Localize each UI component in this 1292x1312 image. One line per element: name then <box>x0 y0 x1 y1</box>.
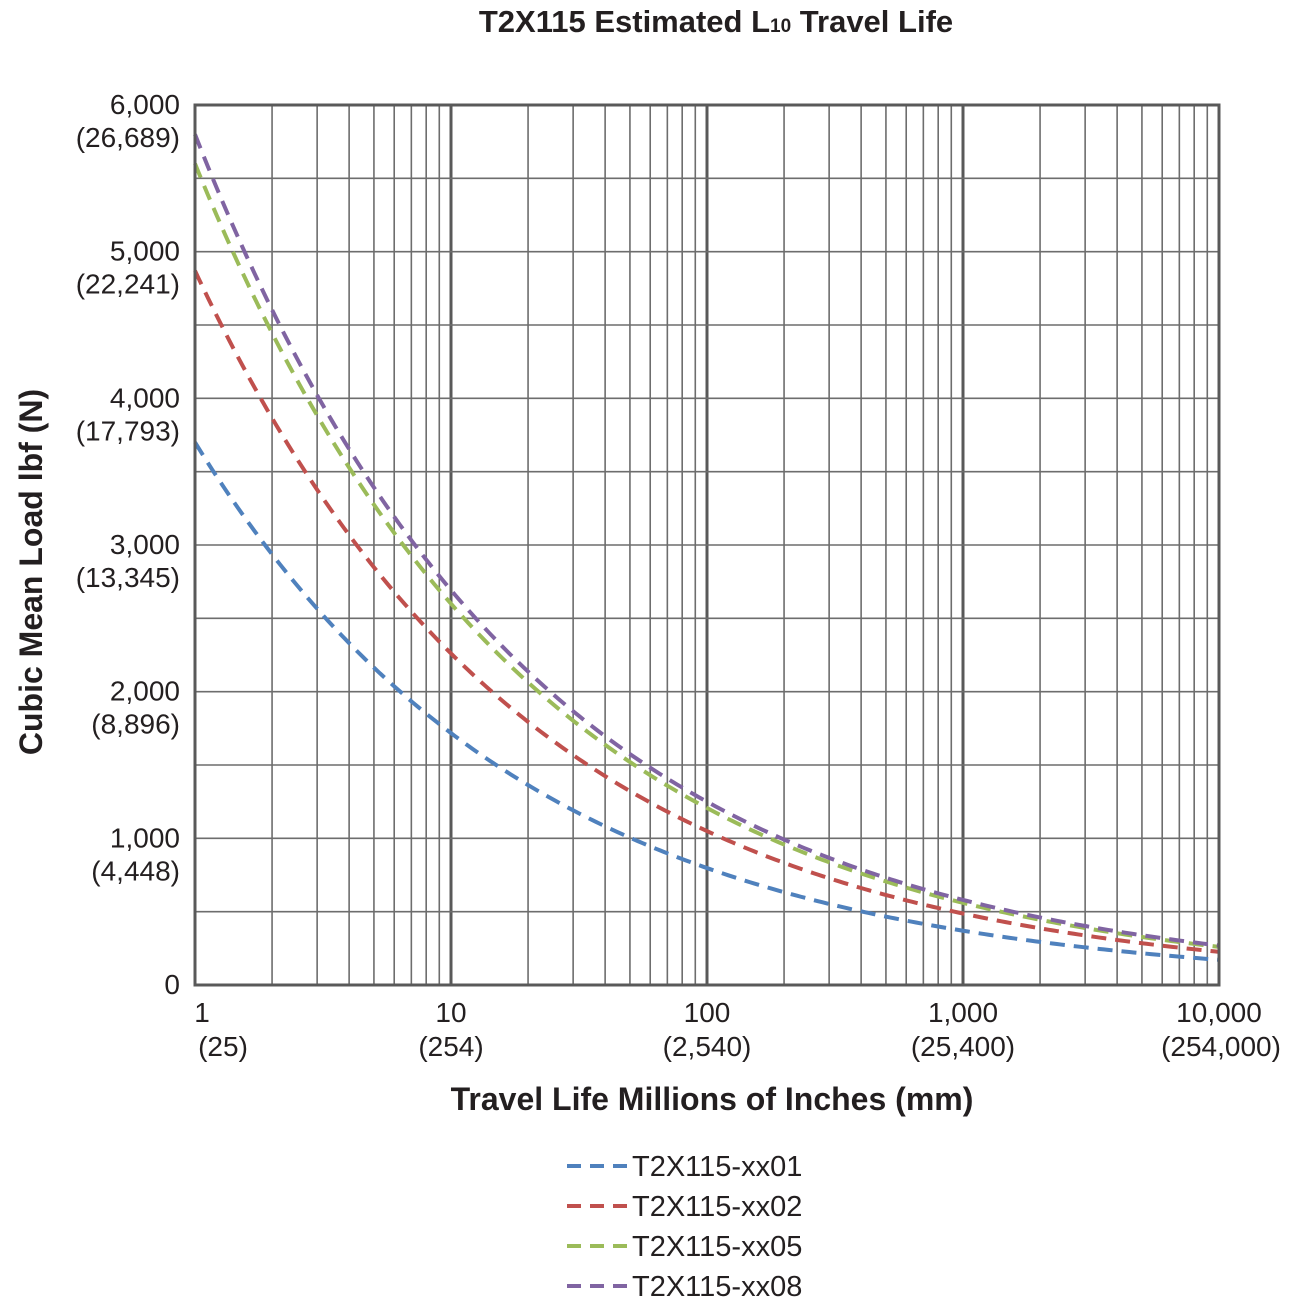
x-tick-label: 10 <box>435 997 466 1028</box>
legend-label: T2X115-xx02 <box>632 1191 802 1223</box>
x-tick-sublabel: (25,400) <box>911 1031 1015 1062</box>
x-tick-label: 1 <box>194 997 210 1028</box>
y-tick-sublabel: (13,345) <box>76 562 180 593</box>
y-tick-sublabel: (8,896) <box>91 709 180 740</box>
y-tick-label: 6,000 <box>110 89 180 120</box>
series-line-t2x115-xx05 <box>193 162 1220 949</box>
y-tick-sublabel: (17,793) <box>76 415 180 446</box>
x-tick-sublabel: (254,000) <box>1161 1031 1281 1062</box>
series-group <box>193 133 1220 962</box>
y-tick-label: 1,000 <box>110 822 180 853</box>
grid <box>193 105 1219 985</box>
legend-label: T2X115-xx08 <box>632 1271 802 1303</box>
y-tick-sublabel: (26,689) <box>76 122 180 153</box>
legend-label: T2X115-xx01 <box>632 1151 802 1183</box>
x-tick-label: 1,000 <box>928 997 998 1028</box>
y-tick-label: 5,000 <box>110 236 180 267</box>
x-tick-sublabel: (254) <box>418 1031 483 1062</box>
x-tick-label: 100 <box>684 997 731 1028</box>
chart-title: T2X115 Estimated L10 Travel Life <box>479 4 953 39</box>
x-tick-sublabel: (25) <box>198 1031 248 1062</box>
y-tick-label: 0 <box>164 969 180 1000</box>
y-tick-sublabel: (22,241) <box>76 269 180 300</box>
plot-frame <box>193 103 1221 987</box>
legend-label: T2X115-xx05 <box>632 1231 802 1263</box>
y-tick-label: 2,000 <box>110 676 180 707</box>
legend: T2X115-xx01 T2X115-xx02 T2X115-xx05 T2X115-… <box>567 1151 802 1303</box>
y-axis-title: Cubic Mean Load lbf (N) <box>13 389 49 755</box>
x-axis-ticks: 1(25) 10(254) 100(2,540) 1,000(25,400) 10,00… <box>194 997 1281 1062</box>
x-axis-title: Travel Life Millions of Inches (mm) <box>451 1081 974 1117</box>
series-line-t2x115-xx01 <box>193 441 1220 962</box>
y-axis-ticks: 0 1,000(4,448) 2,000(8,896) 3,000(13,345) 4,… <box>76 89 180 1000</box>
y-tick-label: 3,000 <box>110 529 180 560</box>
series-line-t2x115-xx02 <box>193 269 1220 954</box>
y-tick-label: 4,000 <box>110 382 180 413</box>
y-tick-sublabel: (4,448) <box>91 855 180 886</box>
x-tick-label: 10,000 <box>1176 997 1262 1028</box>
x-tick-sublabel: (2,540) <box>663 1031 752 1062</box>
